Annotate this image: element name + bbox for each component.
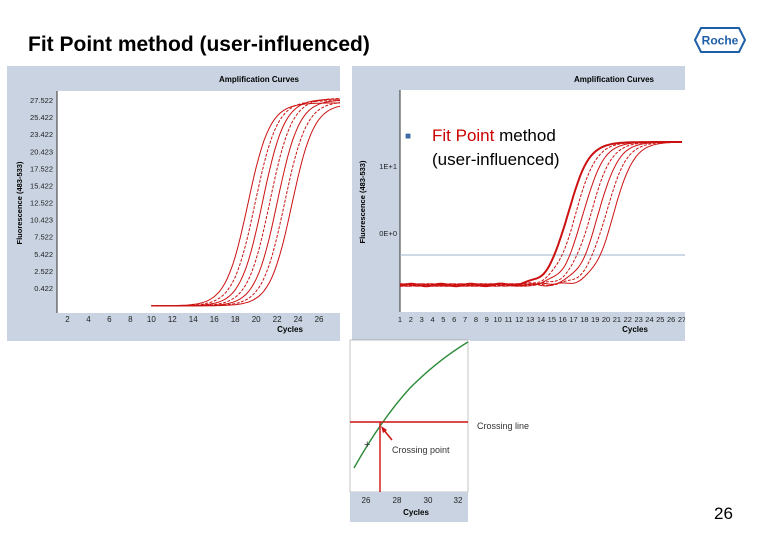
x-axis-label: Cycles	[403, 508, 429, 517]
x-tick-label: 2	[409, 315, 413, 324]
x-tick-label: 18	[580, 315, 588, 324]
x-tick-label: 9	[485, 315, 489, 324]
y-tick-label: 0E+0	[379, 229, 397, 238]
x-tick-label: 16	[210, 315, 219, 324]
fluorescence-curve	[353, 341, 469, 469]
chart-right-panel: Amplification Curves Cycles Fluorescence…	[352, 66, 685, 341]
amplification-chart-left: Amplification Curves Cycles Fluorescence…	[15, 75, 340, 334]
x-tick-label: 12	[515, 315, 523, 324]
x-tick-label: 24	[294, 315, 303, 324]
x-tick-label: 4	[86, 315, 91, 324]
chart-left-panel: Amplification Curves Cycles Fluorescence…	[7, 66, 340, 341]
bullet-rest: method	[494, 126, 556, 145]
logo-text: Roche	[702, 34, 739, 48]
roche-logo: Roche	[694, 27, 746, 53]
plus-marker: +	[364, 439, 370, 451]
x-tick-label: 6	[107, 315, 112, 324]
x-tick-label: 23	[634, 315, 642, 324]
x-tick-label: 10	[147, 315, 156, 324]
x-axis-label: Cycles	[622, 325, 648, 334]
y-tick-label: 27.522	[30, 96, 53, 105]
x-tick-label: 14	[537, 315, 545, 324]
x-tick-label: 26	[667, 315, 675, 324]
bullet-text: Fit Point method (user-influenced)	[432, 124, 652, 172]
bullet-square-icon: ■	[405, 131, 412, 142]
y-tick-label: 1E+1	[379, 162, 397, 171]
x-tick-label: 11	[505, 315, 513, 324]
x-tick-label: 22	[624, 315, 632, 324]
x-tick-label: 26	[362, 496, 371, 505]
x-tick-label: 20	[252, 315, 261, 324]
amplification-curve	[399, 141, 682, 287]
bullet-line2: (user-influenced)	[432, 150, 560, 169]
y-tick-label: 2.522	[34, 267, 53, 276]
y-tick-label: 10.423	[30, 216, 53, 225]
x-tick-label: 4	[430, 315, 434, 324]
x-tick-label: 32	[454, 496, 463, 505]
x-tick-label: 28	[393, 496, 402, 505]
amplification-curve	[399, 141, 682, 287]
x-tick-label: 5	[441, 315, 445, 324]
slide-title: Fit Point method (user-influenced)	[28, 33, 370, 56]
x-tick-label: 7	[463, 315, 467, 324]
plot-area	[57, 91, 340, 313]
bullet-highlight: Fit Point	[432, 126, 495, 145]
x-tick-label: 22	[273, 315, 282, 324]
x-tick-label: 18	[231, 315, 240, 324]
amplification-chart-right: Amplification Curves Cycles Fluorescence…	[358, 75, 685, 334]
crossing-line-label: Crossing line	[477, 421, 529, 431]
x-tick-label: 19	[591, 315, 599, 324]
y-tick-label: 15.422	[30, 181, 53, 190]
crossing-point-svg: + Crossing point Crossing line 26 28 30 32 …	[349, 339, 529, 522]
y-tick-label: 20.423	[30, 147, 53, 156]
y-axis-label: Fluorescence (483-533)	[15, 161, 24, 244]
x-tick-label: 15	[548, 315, 556, 324]
crossing-point-diagram: + Crossing point Crossing line 26 28 30 32 …	[349, 339, 529, 522]
x-tick-label: 13	[526, 315, 534, 324]
y-tick-label: 12.522	[30, 199, 53, 208]
x-tick-label: 16	[559, 315, 567, 324]
x-tick-label: 2	[65, 315, 70, 324]
y-axis-label: Fluorescence (483-533)	[358, 160, 367, 243]
x-axis-label: Cycles	[277, 325, 303, 334]
x-tick-label: 10	[493, 315, 501, 324]
y-tick-label: 17.522	[30, 164, 53, 173]
x-tick-label: 21	[613, 315, 621, 324]
chart-title: Amplification Curves	[219, 75, 300, 84]
y-tick-label: 23.422	[30, 130, 53, 139]
x-tick-label: 27	[678, 315, 685, 324]
x-tick-label: 30	[424, 496, 433, 505]
y-tick-label: 0.422	[34, 284, 53, 293]
x-tick-label: 24	[645, 315, 653, 324]
x-tick-label: 25	[656, 315, 664, 324]
x-tick-label: 26	[315, 315, 324, 324]
x-tick-label: 17	[569, 315, 577, 324]
x-tick-label: 8	[128, 315, 133, 324]
amplification-curve	[399, 141, 682, 287]
amplification-curve	[151, 105, 340, 307]
y-tick-label: 25.422	[30, 113, 53, 122]
x-tick-label: 3	[420, 315, 424, 324]
x-tick-label: 12	[168, 315, 177, 324]
x-tick-label: 1	[398, 315, 402, 324]
x-tick-label: 14	[189, 315, 198, 324]
y-tick-label: 7.522	[34, 233, 53, 242]
crossing-point-label: Crossing point	[392, 445, 450, 455]
arrowhead-icon	[381, 426, 387, 433]
chart-title: Amplification Curves	[574, 75, 655, 84]
x-tick-label: 6	[452, 315, 456, 324]
x-tick-label: 20	[602, 315, 610, 324]
x-tick-label: 8	[474, 315, 478, 324]
page-number: 26	[714, 504, 733, 523]
y-tick-label: 5.422	[34, 250, 53, 259]
